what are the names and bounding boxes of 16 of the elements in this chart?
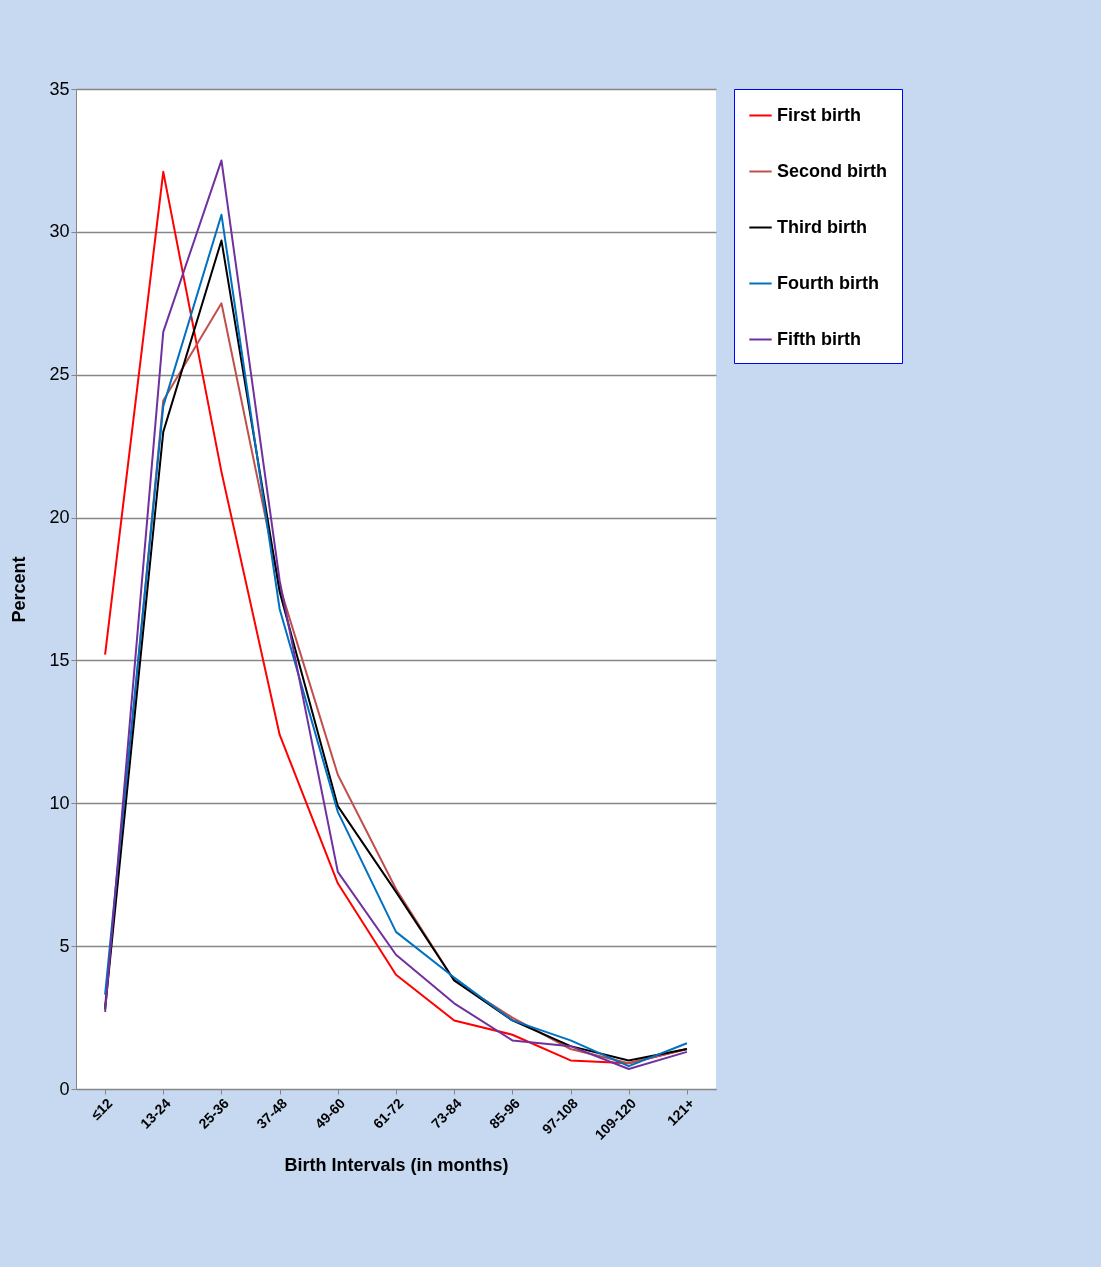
legend-label: Fifth birth <box>777 328 861 349</box>
y-tick-label: 30 <box>49 221 70 242</box>
y-tick-label: 5 <box>59 935 70 956</box>
y-axis-title: Percent <box>9 556 30 623</box>
legend-label: Second birth <box>777 160 888 181</box>
x-tick-label: ≤12 <box>87 1094 116 1123</box>
legend-label: Third birth <box>777 216 867 237</box>
y-tick-label: 0 <box>59 1078 70 1099</box>
y-tick-label: 25 <box>49 364 70 385</box>
x-axis-title: Birth Intervals (in months) <box>284 1154 509 1175</box>
y-tick-label: 35 <box>49 78 70 99</box>
legend-label: Fourth birth <box>777 272 879 293</box>
legend-label: First birth <box>777 104 861 125</box>
y-tick-label: 10 <box>49 792 70 813</box>
y-tick-label: 15 <box>49 649 70 670</box>
y-tick-label: 20 <box>49 507 70 528</box>
